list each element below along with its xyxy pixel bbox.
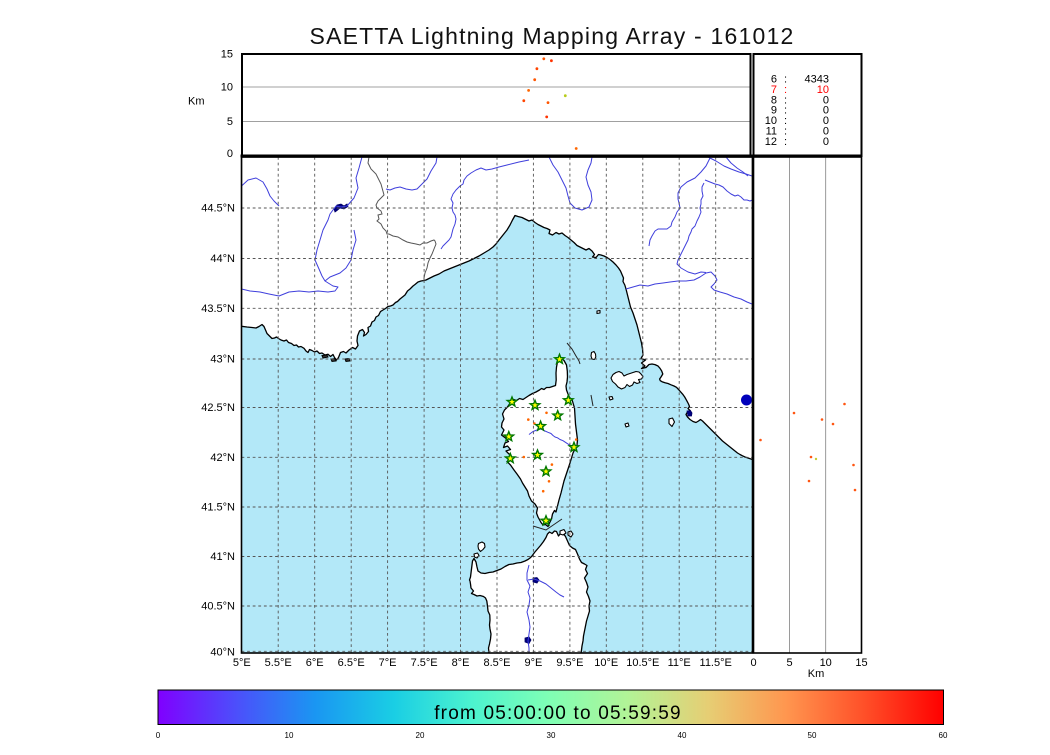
svg-text::: :: [784, 115, 787, 127]
svg-text:0: 0: [823, 136, 829, 148]
svg-text:30: 30: [547, 731, 556, 740]
svg-text:6.5°E: 6.5°E: [338, 657, 365, 669]
svg-text:8°E: 8°E: [452, 657, 470, 669]
svg-text:0: 0: [823, 94, 829, 106]
svg-text:43°N: 43°N: [210, 354, 235, 366]
svg-text:44.5°N: 44.5°N: [201, 203, 235, 215]
svg-text:42.5°N: 42.5°N: [201, 402, 235, 414]
svg-text:11°E: 11°E: [668, 657, 691, 669]
svg-text:9°E: 9°E: [524, 657, 542, 669]
svg-text:10: 10: [817, 84, 829, 96]
svg-text:15: 15: [221, 49, 233, 61]
svg-text:40.5°N: 40.5°N: [201, 601, 235, 613]
svg-text:7.5°E: 7.5°E: [411, 657, 438, 669]
svg-text:9: 9: [771, 105, 777, 117]
svg-text:10: 10: [820, 657, 832, 669]
svg-text:41°N: 41°N: [210, 551, 235, 563]
svg-text:9.5°E: 9.5°E: [556, 657, 583, 669]
svg-text:41.5°N: 41.5°N: [201, 502, 235, 514]
svg-text:4343: 4343: [805, 74, 829, 86]
svg-text::: :: [784, 74, 787, 86]
svg-text:0: 0: [227, 148, 233, 160]
svg-text:10°E: 10°E: [594, 657, 618, 669]
svg-text:11: 11: [766, 126, 777, 138]
svg-text:5.5°E: 5.5°E: [265, 657, 292, 669]
svg-text:7: 7: [771, 84, 777, 96]
svg-text:0: 0: [823, 115, 829, 127]
svg-text:12: 12: [765, 136, 777, 148]
svg-text:10: 10: [765, 115, 777, 127]
svg-text::: :: [784, 126, 787, 138]
svg-text:5: 5: [787, 657, 793, 669]
svg-text:11.5°E: 11.5°E: [700, 657, 732, 669]
svg-text:5°E: 5°E: [233, 657, 251, 669]
svg-text:5: 5: [227, 116, 233, 128]
svg-text:7°E: 7°E: [379, 657, 397, 669]
svg-text:6: 6: [771, 74, 777, 86]
svg-text:0: 0: [156, 731, 161, 740]
svg-text:SAETTA Lightning Mapping Array: SAETTA Lightning Mapping Array - 161012: [310, 23, 795, 49]
svg-text:40°N: 40°N: [210, 647, 235, 659]
svg-text:15: 15: [855, 657, 867, 669]
svg-text:0: 0: [823, 105, 829, 117]
svg-text:60: 60: [939, 731, 948, 740]
svg-text:0: 0: [750, 657, 756, 669]
svg-text:10.5°E: 10.5°E: [626, 657, 659, 669]
svg-text::: :: [784, 105, 787, 117]
svg-text:from 05:00:00 to 05:59:59: from 05:00:00 to 05:59:59: [434, 703, 682, 724]
svg-text:20: 20: [416, 731, 425, 740]
svg-text:43.5°N: 43.5°N: [201, 303, 235, 315]
svg-text:42°N: 42°N: [210, 452, 235, 464]
svg-text:6°E: 6°E: [306, 657, 324, 669]
svg-text:50: 50: [808, 731, 817, 740]
svg-text::: :: [784, 94, 787, 106]
svg-text:44°N: 44°N: [210, 253, 235, 265]
svg-text:10: 10: [221, 82, 233, 94]
svg-text::: :: [784, 136, 787, 148]
svg-text:8.5°E: 8.5°E: [483, 657, 510, 669]
svg-text:0: 0: [823, 126, 829, 138]
svg-text::: :: [784, 84, 787, 96]
svg-text:8: 8: [771, 94, 777, 106]
svg-text:Km: Km: [808, 668, 825, 680]
svg-text:40: 40: [678, 731, 687, 740]
svg-text:Km: Km: [188, 96, 205, 108]
svg-text:10: 10: [285, 731, 294, 740]
